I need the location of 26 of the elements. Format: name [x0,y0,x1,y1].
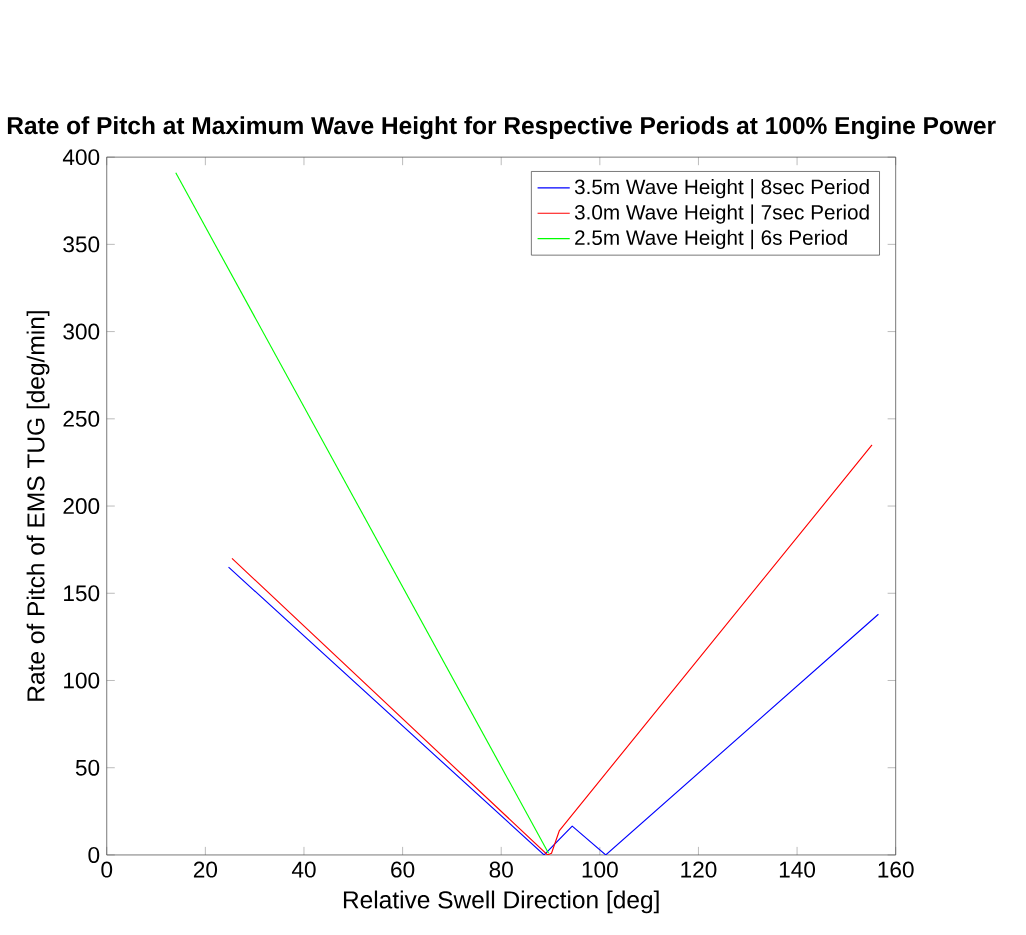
y-tick-label: 300 [63,323,100,340]
x-tick-label: 80 [489,861,513,878]
x-tick-label: 20 [193,861,218,878]
chart-title: Rate of Pitch at Maximum Wave Height for Respective Periods at 100% Engine Power [7,116,996,140]
x-tick-label: 120 [681,861,717,878]
x-tick-label: 100 [582,861,618,878]
y-axis-title: Rate of Pitch of EMS TUG [deg/min] [26,310,50,701]
y-tick-label: 250 [63,410,100,427]
y-tick-label: 150 [64,585,100,602]
legend-label: 3.0m Wave Height | 7sec Period [574,204,869,224]
y-tick-label: 200 [63,497,100,514]
x-tick-label: 140 [779,861,816,878]
y-tick-label: 350 [63,236,100,253]
y-tick-label: 50 [75,759,100,776]
x-tick-label: 160 [878,861,914,878]
x-tick-label: 0 [101,861,113,878]
y-tick-label: 400 [62,148,100,165]
x-axis-title: Relative Swell Direction [deg] [343,890,659,914]
y-tick-label: 0 [88,846,100,863]
line-series [231,444,873,855]
line-series [227,566,879,855]
legend-label: 3.5m Wave Height | 8sec Period [574,178,869,199]
legend-label: 2.5m Wave Height | 6s Period [575,229,847,250]
y-tick-label: 100 [64,672,100,689]
x-tick-label: 60 [391,861,415,878]
x-tick-label: 40 [291,861,316,878]
